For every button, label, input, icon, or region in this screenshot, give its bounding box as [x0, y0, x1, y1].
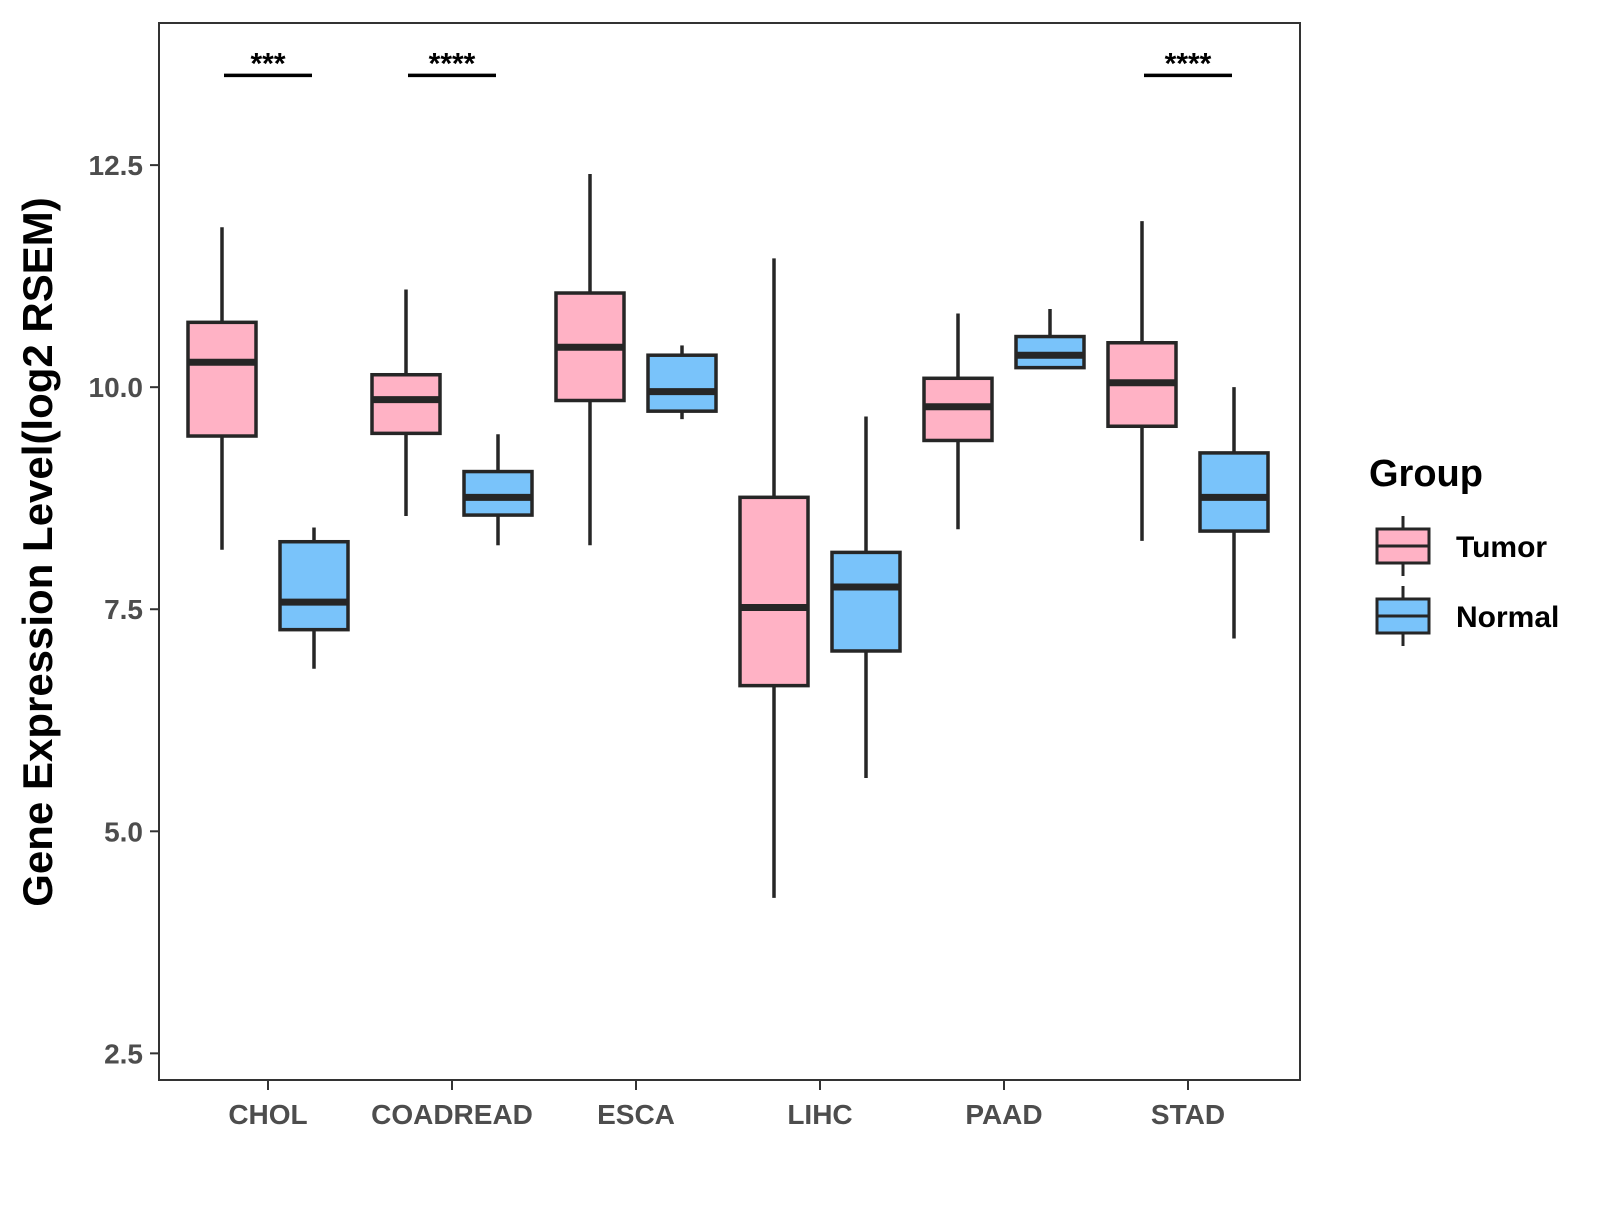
- box-tumor-paad: [922, 313, 994, 530]
- significance-label: ****: [429, 47, 476, 80]
- x-tick-label: CHOL: [228, 1099, 307, 1130]
- y-tick-label: 2.5: [104, 1038, 143, 1069]
- box-body: [278, 539, 350, 632]
- box-body: [830, 550, 902, 653]
- x-tick-label: LIHC: [787, 1099, 852, 1130]
- legend: Group Tumor Normal: [1369, 453, 1559, 646]
- box-body: [186, 320, 258, 438]
- y-tick-label: 5.0: [104, 816, 143, 847]
- x-tick-label: COADREAD: [371, 1099, 533, 1130]
- box-normal-chol: [278, 527, 350, 669]
- legend-title: Group: [1369, 453, 1483, 495]
- legend-label-normal: Normal: [1456, 601, 1559, 634]
- box-normal-lihc: [830, 416, 902, 778]
- x-tick-label: ESCA: [597, 1099, 675, 1130]
- y-axis-title: Gene Expression Level(log2 RSEM): [14, 197, 61, 907]
- y-tick-label: 7.5: [104, 594, 143, 625]
- box-body: [1198, 451, 1270, 533]
- x-tick-label: PAAD: [965, 1099, 1042, 1130]
- box-tumor-stad: [1106, 221, 1178, 541]
- box-tumor-esca: [554, 174, 626, 546]
- box-tumor-chol: [186, 227, 258, 550]
- box-tumor-coadread: [370, 289, 442, 516]
- x-tick-label: STAD: [1151, 1099, 1225, 1130]
- legend-label-tumor: Tumor: [1456, 531, 1547, 564]
- y-tick-label: 12.5: [89, 150, 144, 181]
- box-body: [738, 495, 810, 688]
- box-normal-coadread: [462, 434, 534, 546]
- box-body: [646, 353, 718, 413]
- box-body: [370, 372, 442, 436]
- significance-label: ***: [250, 47, 285, 80]
- plot-panel-border: [158, 22, 1301, 1081]
- box-tumor-lihc: [738, 258, 810, 898]
- y-tick-label: 10.0: [89, 372, 144, 403]
- box-normal-paad: [1014, 309, 1086, 370]
- plot-layer: 2.5 5.0 7.5 10.0 12.5 CHOL COADREAD ESCA LIHC PAA…: [89, 22, 1301, 1130]
- significance-label: ****: [1165, 47, 1212, 80]
- box-body: [462, 469, 534, 517]
- box-normal-esca: [646, 345, 718, 420]
- box-normal-stad: [1198, 387, 1270, 639]
